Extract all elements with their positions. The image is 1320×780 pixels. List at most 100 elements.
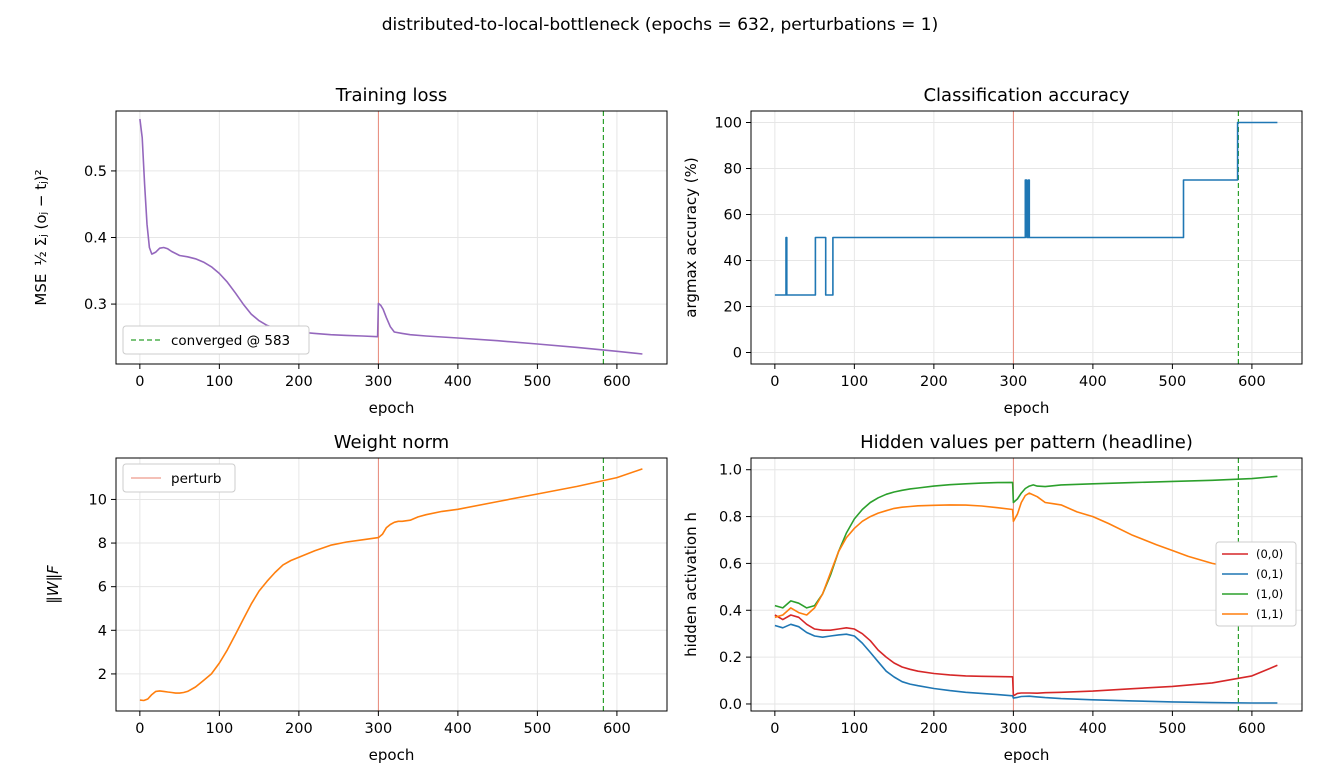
plot-frame — [750, 110, 1303, 365]
x-tick-label: 100 — [206, 374, 234, 390]
legend-box — [122, 325, 310, 355]
legend: (0,0) (0,1) (1,0) (1,1) — [1215, 541, 1297, 627]
x-tick: 500 — [524, 364, 551, 390]
y-tick: 0.4 — [719, 603, 751, 619]
y-tick: 6 — [98, 580, 116, 596]
y-tick-label: 60 — [724, 208, 742, 224]
x-tick-label: 100 — [206, 721, 234, 737]
x-tick-label: 300 — [1000, 721, 1028, 737]
x-tick: 100 — [206, 364, 234, 390]
y-tick-label: 80 — [724, 162, 742, 178]
x-tick-label: 100 — [841, 721, 869, 737]
y-tick: 0.0 — [719, 697, 751, 713]
plot-frame — [750, 457, 1303, 712]
y-tick-label: 0.3 — [84, 297, 107, 313]
chart-acc: 0 100 200 300 400 500 600 0 20 40 60 80 100 Classific… — [682, 85, 1303, 417]
x-tick-label: 600 — [1238, 374, 1266, 390]
x-tick: 200 — [920, 364, 948, 390]
y-tick-label: 6 — [98, 580, 107, 596]
chart-title: Classification accuracy — [923, 85, 1129, 106]
x-axis-label: epoch — [1004, 746, 1050, 764]
x-tick: 600 — [1238, 711, 1266, 737]
y-tick-label: 1.0 — [719, 463, 742, 479]
y-axis-label: hidden activation h — [682, 512, 700, 657]
y-axis-label-prefix: MSE — [32, 274, 50, 306]
x-axis-label: epoch — [1004, 399, 1050, 417]
y-tick-label: 0.0 — [719, 697, 742, 713]
x-tick: 0 — [135, 364, 144, 390]
x-axis-label: epoch — [369, 746, 415, 764]
x-tick-label: 600 — [603, 374, 631, 390]
chart-title: Hidden values per pattern (headline) — [860, 432, 1193, 453]
chart-loss: 0 100 200 300 400 500 600 0.3 0.4 0.5 Training los… — [32, 85, 668, 417]
x-tick: 200 — [920, 711, 948, 737]
x-tick: 0 — [135, 711, 144, 737]
x-tick: 500 — [524, 711, 551, 737]
x-tick-label: 200 — [920, 721, 948, 737]
x-tick: 300 — [1000, 364, 1028, 390]
y-axis-label: argmax accuracy (%) — [682, 157, 700, 317]
y-tick: 80 — [724, 162, 751, 178]
figure-suptitle: distributed-to-local-bottleneck (epochs … — [382, 15, 939, 35]
x-tick-label: 300 — [1000, 374, 1028, 390]
x-tick: 100 — [841, 364, 868, 390]
chart-title: Weight norm — [334, 432, 449, 453]
x-tick: 400 — [444, 711, 472, 737]
y-axis-label: ‖W‖F — [44, 565, 62, 604]
x-tick: 300 — [365, 364, 393, 390]
y-tick-label: 0.5 — [84, 164, 107, 180]
y-tick-label: 0.8 — [719, 510, 742, 526]
x-tick: 600 — [1238, 364, 1266, 390]
legend-box — [122, 463, 236, 493]
y-tick: 0.5 — [84, 164, 116, 180]
y-tick-label: 0.4 — [84, 231, 107, 247]
y-tick-label: 4 — [98, 623, 107, 639]
y-tick-label: 0.6 — [719, 556, 742, 572]
y-tick-label: 20 — [724, 300, 742, 316]
x-tick-label: 500 — [1159, 374, 1187, 390]
x-axis-label: epoch — [369, 399, 415, 417]
x-tick: 0 — [770, 711, 779, 737]
x-tick-label: 600 — [1238, 721, 1266, 737]
x-tick-label: 0 — [135, 374, 144, 390]
x-tick-label: 400 — [444, 374, 472, 390]
legend-label: (0,1) — [1256, 567, 1283, 581]
x-tick: 500 — [1159, 711, 1187, 737]
y-tick: 0.8 — [719, 510, 751, 526]
x-tick-label: 400 — [444, 721, 472, 737]
x-tick: 400 — [444, 364, 472, 390]
plot-frame — [115, 457, 668, 712]
x-tick: 0 — [770, 364, 779, 390]
y-tick-label: 0.4 — [719, 603, 742, 619]
legend-box — [1215, 541, 1297, 627]
x-tick-label: 200 — [920, 374, 948, 390]
x-tick: 100 — [841, 711, 869, 737]
x-tick-label: 0 — [135, 721, 144, 737]
x-tick: 100 — [206, 711, 234, 737]
y-tick-label: 0.2 — [719, 650, 742, 666]
y-tick-label: 40 — [724, 254, 742, 270]
legend: perturb — [122, 463, 236, 493]
y-axis-label: MSE ½ Σⱼ (oⱼ − tⱼ)² — [32, 169, 50, 305]
series-line-acc — [774, 121, 1278, 296]
legend: converged @ 583 — [122, 325, 310, 355]
y-tick: 20 — [724, 300, 751, 316]
y-tick: 2 — [98, 667, 116, 683]
x-tick-label: 400 — [1079, 374, 1107, 390]
y-tick-label: 2 — [98, 667, 107, 683]
x-tick-label: 400 — [1079, 721, 1107, 737]
legend-label: perturb — [171, 471, 221, 487]
series-line-00 — [774, 614, 1278, 697]
x-tick-label: 300 — [365, 374, 393, 390]
y-tick-label: 8 — [98, 536, 107, 552]
y-tick: 0 — [733, 346, 751, 362]
legend-label: converged @ 583 — [171, 333, 290, 349]
x-tick-label: 500 — [1159, 721, 1187, 737]
y-tick-label: 10 — [89, 492, 107, 508]
y-axis-label-formula: ½ Σⱼ (oⱼ − tⱼ)² — [32, 169, 50, 265]
y-tick: 0.3 — [84, 297, 116, 313]
y-tick: 0.6 — [719, 556, 751, 572]
legend-label: (1,1) — [1256, 607, 1283, 621]
x-tick: 300 — [365, 711, 392, 737]
x-tick-label: 0 — [770, 374, 779, 390]
